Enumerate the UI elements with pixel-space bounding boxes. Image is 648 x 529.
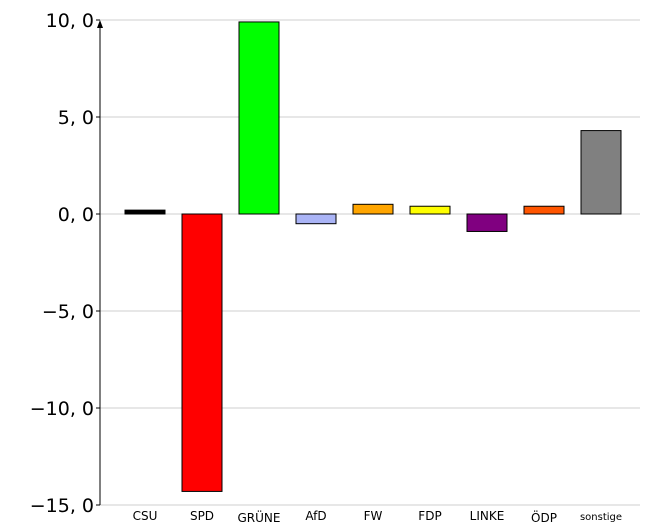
y-axis-arrow xyxy=(97,20,103,28)
y-tick-label: −15, 0 xyxy=(30,495,94,517)
x-tick-label: FW xyxy=(364,509,383,523)
y-tick-label: 0, 0 xyxy=(58,204,94,226)
bar-spd xyxy=(181,213,223,492)
x-tick-label: LINKE xyxy=(470,509,505,523)
bar-grüne xyxy=(238,21,280,215)
y-tick-label: −5, 0 xyxy=(42,301,94,323)
x-tick-label: AfD xyxy=(305,509,326,523)
x-tick-label: GRÜNE xyxy=(238,509,281,525)
bar-fdp xyxy=(409,205,451,215)
y-tick-label: 10, 0 xyxy=(46,10,94,32)
bar-afd xyxy=(295,213,337,225)
bar-ödp xyxy=(523,205,565,215)
grid-lines xyxy=(100,19,640,506)
x-tick-labels: CSU SPD GRÜNE AfD FW FDP LINKE ÖDP sonstige xyxy=(133,509,622,525)
bar-csu xyxy=(124,209,166,215)
bars xyxy=(124,21,622,492)
y-tick-label: −10, 0 xyxy=(30,398,94,420)
y-tick-label: 5, 0 xyxy=(58,107,94,129)
y-tick-labels: 10, 0 5, 0 0, 0 −5, 0 −10, 0 −15, 0 xyxy=(30,10,100,517)
bar-linke xyxy=(466,213,508,232)
x-tick-label: sonstige xyxy=(580,512,622,523)
bar-sonstige xyxy=(580,130,622,215)
x-tick-label: SPD xyxy=(190,509,214,523)
x-tick-label: ÖDP xyxy=(531,509,557,525)
x-tick-label: CSU xyxy=(133,509,158,523)
bar-fw xyxy=(352,203,394,215)
x-tick-label: FDP xyxy=(418,509,441,523)
